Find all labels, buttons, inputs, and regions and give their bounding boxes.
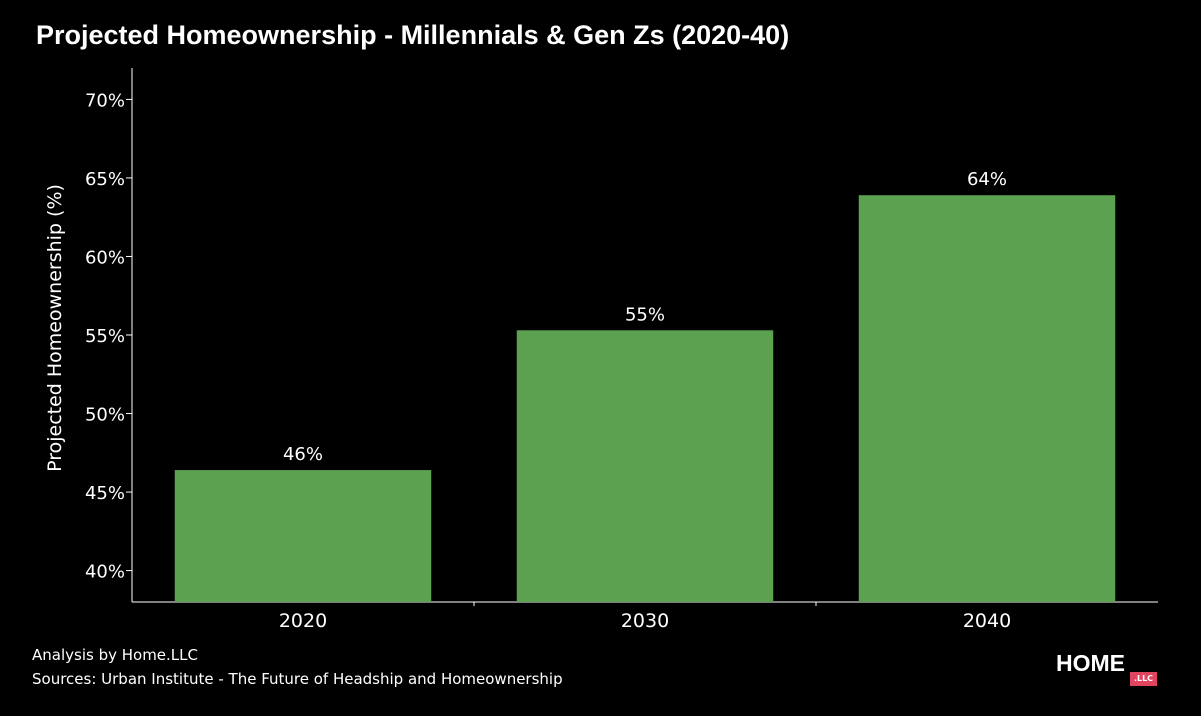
chart-title: Projected Homeownership - Millennials & … — [36, 20, 790, 50]
x-tick-label: 2020 — [279, 610, 327, 632]
y-tick-label: 50% — [85, 405, 125, 426]
bar-2020 — [174, 470, 432, 602]
y-tick-label: 60% — [85, 247, 125, 268]
y-axis-label: Projected Homeownership (%) — [44, 184, 66, 472]
home-llc-logo: HOME .LLC — [1056, 650, 1166, 690]
y-tick-label: 55% — [85, 326, 125, 347]
y-tick-label: 65% — [85, 169, 125, 190]
y-tick-label: 45% — [85, 483, 125, 504]
analysis-credit: Analysis by Home.LLC — [32, 646, 198, 664]
x-tick-label: 2040 — [963, 610, 1011, 632]
bar-2040 — [858, 195, 1116, 602]
logo-wordmark: HOME — [1056, 650, 1125, 676]
x-tick-label: 2030 — [621, 610, 669, 632]
logo-badge: .LLC — [1130, 672, 1157, 686]
x-axis: 2020 2030 2040 — [132, 601, 1158, 632]
y-tick-label: 40% — [85, 562, 125, 583]
y-tick-label: 70% — [85, 90, 125, 111]
sources-credit: Sources: Urban Institute - The Future of… — [32, 670, 563, 688]
bar-value-label: 64% — [967, 169, 1007, 190]
bars-group: 46% 55% 64% — [174, 169, 1116, 602]
bar-2030 — [516, 330, 774, 602]
y-axis: 40% 45% 50% 55% 60% 65% 70% — [85, 68, 133, 602]
bar-value-label: 46% — [283, 444, 323, 465]
bar-value-label: 55% — [625, 304, 665, 325]
